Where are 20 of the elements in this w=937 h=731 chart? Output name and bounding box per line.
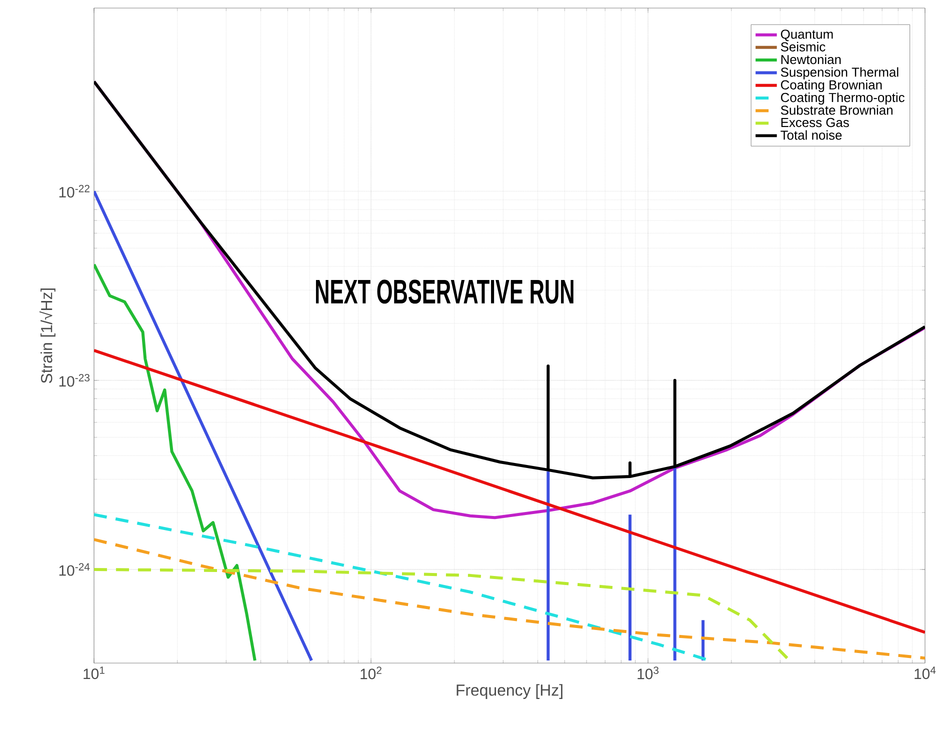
- x-tick-label: 10$^{2}$: [360, 666, 382, 680]
- x-tick-label: 10$^{1}$: [84, 666, 104, 680]
- legend-label: Seismic: [780, 42, 826, 52]
- annotation: NEXT OBSERVATIVE RUN: [316, 280, 574, 304]
- line-series: [94, 348, 926, 634]
- y-tick-label: 10$^{-22}$: [59, 184, 90, 198]
- y-tick-label: 10$^{-24}$: [59, 563, 90, 576]
- legend-label: Coating Brownian: [780, 80, 882, 92]
- legend-label: Newtonian: [781, 54, 841, 64]
- legend-label: Quantum: [780, 30, 833, 42]
- legend-label: Total noise: [780, 130, 842, 140]
- y-axis-title: Strain [1/√Hz]: [39, 288, 56, 384]
- x-tick-label: 10$^{3}$: [638, 666, 659, 680]
- x-axis-title: Frequency [Hz]: [456, 684, 562, 699]
- legend-label: Substrate Brownian: [780, 105, 892, 115]
- x-tick-label: 10$^{4}$: [914, 666, 936, 680]
- legend-label: Suspension Thermal: [780, 67, 898, 80]
- legend-label: Excess Gas: [781, 118, 849, 128]
- legend-label: Coating Thermo-optic: [780, 92, 904, 105]
- y-tick-label: 10$^{-23}$: [59, 374, 90, 387]
